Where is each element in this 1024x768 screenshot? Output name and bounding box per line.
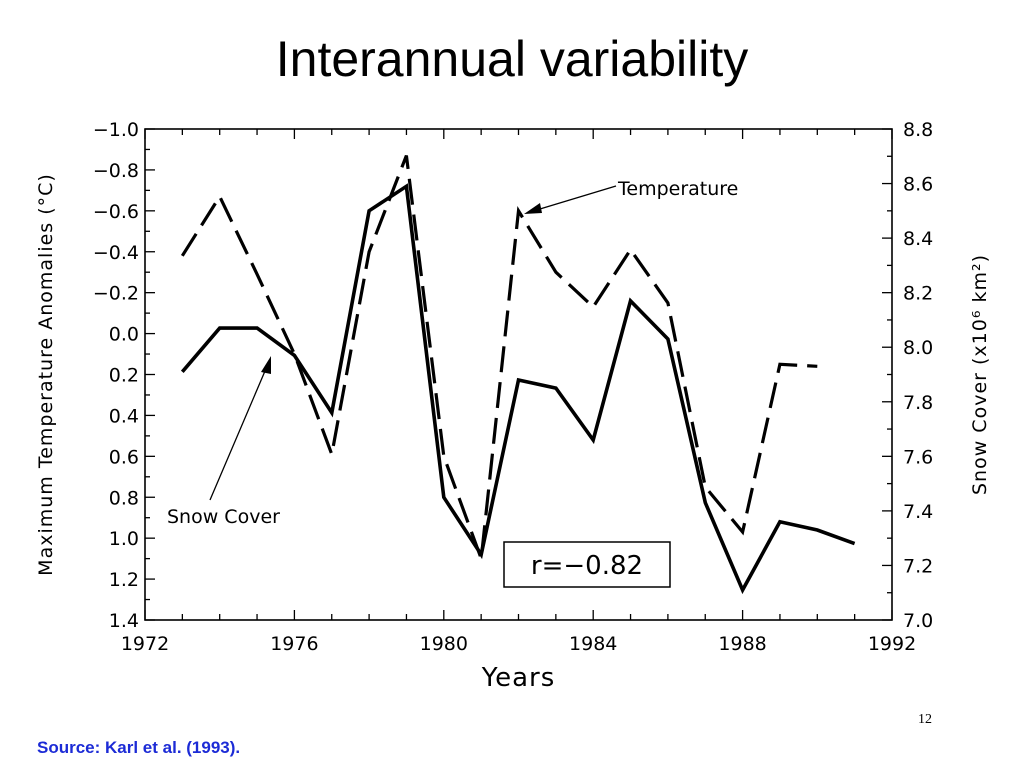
x-tick-label: 1992: [868, 633, 916, 655]
correlation-value: r=−0.82: [531, 551, 643, 581]
y-left-tick-label: 0.6: [109, 446, 139, 468]
y-right-tick-label: 7.2: [903, 555, 933, 577]
y-left-tick-labels: −1.0 −0.8 −0.6 −0.4 −0.2 0.0 0.2 0.4 0.6 0.8 1.0 1.…: [93, 119, 139, 632]
y-left-tick-label: 0.4: [109, 405, 139, 427]
y-right-tick-label: 7.4: [903, 501, 933, 523]
correlation-box-frame: [503, 541, 671, 588]
y-right-tick-label: 8.4: [903, 228, 933, 250]
y-left-tick-label: 0.0: [109, 324, 139, 346]
y-left-tick-label: −0.4: [93, 242, 139, 264]
y-left-tick-label: 0.2: [109, 365, 139, 387]
y-right-tick-label: 7.8: [903, 392, 933, 414]
series-lines: [180, 155, 856, 595]
y-left-tick-label: 0.8: [109, 487, 139, 509]
y-right-tick-labels: 8.8 8.6 8.4 8.2 8.0 7.8 7.6 7.4 7.2 7.0: [903, 119, 933, 632]
x-tick-label: 1984: [569, 633, 617, 655]
y-right-tick-label: 7.6: [903, 446, 933, 468]
source-citation: Source: Karl et al. (1993).: [37, 738, 241, 757]
y-left-tick-label: −1.0: [93, 119, 139, 141]
correlation-box: r=−0.82: [503, 541, 671, 588]
y-right-tick-label: 8.0: [903, 337, 933, 359]
tick-marks: [144, 128, 893, 621]
snow-cover-arrowhead: [261, 356, 271, 374]
temperature-arrowhead: [524, 203, 542, 214]
snow-cover-annotation-arrow: [209, 363, 269, 501]
x-tick-label: 1972: [121, 633, 169, 655]
temperature-line: [180, 155, 818, 560]
snow-cover-annotation-label: Snow Cover: [167, 506, 280, 528]
snow-cover-annotation: Snow Cover: [167, 356, 280, 528]
y-left-tick-label: 1.2: [109, 569, 139, 591]
x-tick-label: 1976: [270, 633, 318, 655]
x-tick-labels: 1972 1976 1980 1984 1988 1992: [121, 633, 916, 655]
snow-cover-line: [180, 183, 856, 595]
y-right-tick-label: 8.8: [903, 119, 933, 141]
y-left-tick-label: −0.6: [93, 201, 139, 223]
slide-title: Interannual variability: [275, 31, 749, 87]
temperature-annotation-label: Temperature: [617, 178, 738, 200]
temperature-annotation: Temperature: [524, 178, 738, 214]
y-left-tick-label: −0.8: [93, 160, 139, 182]
y-right-tick-label: 8.2: [903, 283, 933, 305]
slide-number: 12: [918, 712, 932, 727]
x-axis-title: Years: [481, 663, 556, 693]
y-right-tick-label: 7.0: [903, 610, 933, 632]
y-left-tick-label: 1.0: [109, 528, 139, 550]
x-tick-label: 1988: [718, 633, 766, 655]
y-left-axis-title: Maximum Temperature Anomalies (°C): [35, 173, 57, 576]
y-left-tick-label: 1.4: [109, 610, 139, 632]
y-left-tick-label: −0.2: [93, 283, 139, 305]
y-right-axis-title: Snow Cover (x10⁶ km²): [969, 254, 991, 495]
temperature-annotation-arrow: [529, 185, 617, 213]
x-tick-label: 1980: [420, 633, 468, 655]
y-right-tick-label: 8.6: [903, 174, 933, 196]
